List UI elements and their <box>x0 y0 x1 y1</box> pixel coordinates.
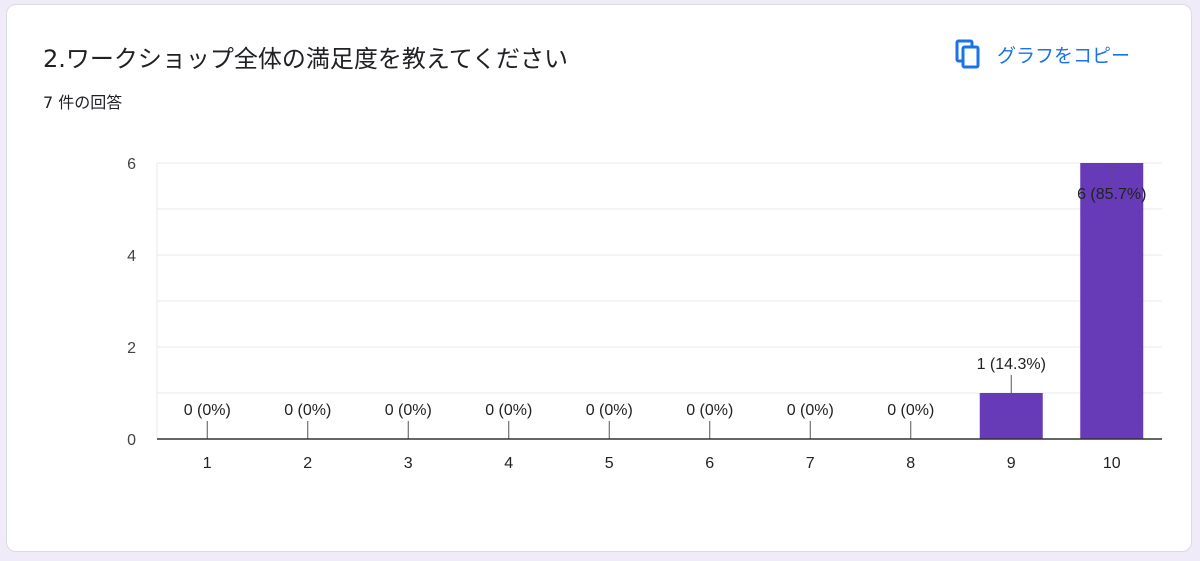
x-tick-label: 9 <box>1007 455 1016 472</box>
y-tick-label: 0 <box>127 432 136 449</box>
chart-card: 2.ワークショップ全体の満足度を教えてください 7 件の回答 グラフをコピー <box>6 4 1192 552</box>
data-label: 0 (0%) <box>887 402 934 419</box>
copy-chart-button[interactable]: グラフをコピー <box>947 31 1159 77</box>
x-tick-label: 10 <box>1103 455 1121 472</box>
data-label: 0 (0%) <box>787 402 834 419</box>
bar <box>1080 163 1144 439</box>
response-count: 7 件の回答 <box>43 93 123 112</box>
x-tick-label: 3 <box>404 455 413 472</box>
x-tick-label: 5 <box>605 455 614 472</box>
x-tick-label: 2 <box>303 455 312 472</box>
data-label: 6 (85.7%) <box>1077 186 1146 203</box>
data-label: 0 (0%) <box>586 402 633 419</box>
copy-chart-label: グラフをコピー <box>997 44 1131 67</box>
x-tick-label: 6 <box>705 455 714 472</box>
data-label: 0 (0%) <box>184 402 231 419</box>
y-tick-label: 4 <box>127 248 136 265</box>
question-title: 2.ワークショップ全体の満足度を教えてください <box>43 45 568 73</box>
data-label: 0 (0%) <box>686 402 733 419</box>
copy-icon <box>955 39 980 69</box>
x-tick-label: 8 <box>906 455 915 472</box>
data-label: 0 (0%) <box>385 402 432 419</box>
data-label: 1 (14.3%) <box>977 356 1046 373</box>
data-label: 0 (0%) <box>485 402 532 419</box>
data-label: 0 (0%) <box>284 402 331 419</box>
y-tick-label: 2 <box>127 340 136 357</box>
x-tick-label: 1 <box>203 455 212 472</box>
y-tick-label: 6 <box>127 156 136 173</box>
x-tick-label: 7 <box>806 455 815 472</box>
bar <box>979 393 1043 439</box>
x-tick-label: 4 <box>504 455 513 472</box>
